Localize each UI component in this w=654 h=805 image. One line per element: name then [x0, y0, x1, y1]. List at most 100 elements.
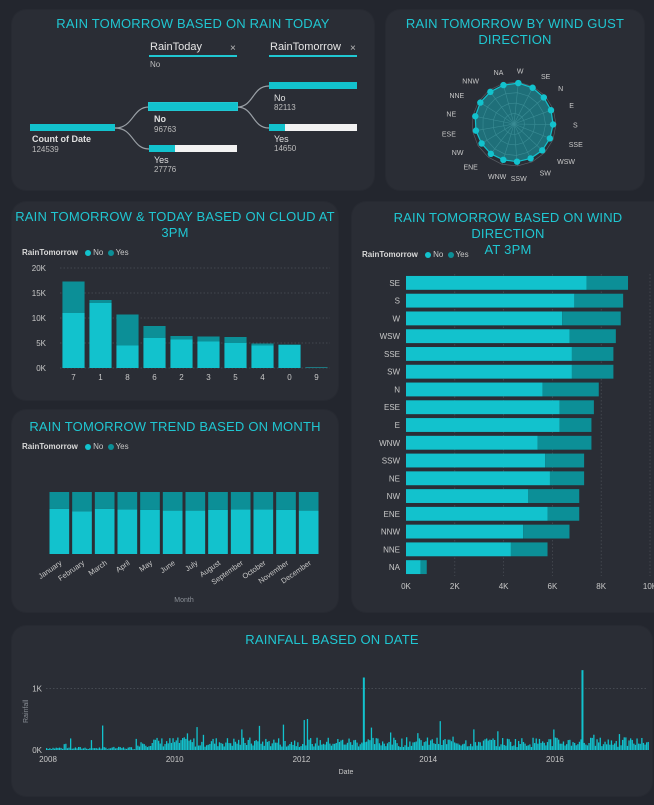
- wind3-bar-yes-e: [559, 418, 592, 432]
- rain-bar: [178, 742, 181, 750]
- radar-point-sse: [546, 135, 554, 142]
- rain-bar: [647, 741, 649, 750]
- rain-bar: [646, 742, 648, 750]
- rainfall-bar-chart: 1K 0K Rainfall 2008 2010 2012 2014 2016 Date: [23, 670, 649, 776]
- rain-bar: [105, 747, 107, 750]
- tomorrow-no-bar[interactable]: [269, 82, 357, 89]
- rain-bar: [577, 744, 579, 750]
- rain-bar: [633, 743, 635, 750]
- rain-bar: [247, 739, 249, 750]
- rain-bar: [490, 739, 493, 750]
- level1-header[interactable]: RainToday: [150, 41, 202, 53]
- rain-bar: [538, 738, 541, 750]
- radar-axis-label-na: NA: [494, 70, 504, 77]
- rain-bar: [140, 742, 142, 750]
- cloud-xtick-8: 8: [125, 373, 130, 382]
- legend-yes-label[interactable]: Yes: [455, 250, 469, 259]
- legend-no-label[interactable]: No: [93, 248, 104, 257]
- rain-bar: [281, 746, 283, 750]
- wind3-xtick-2: 4K: [499, 582, 509, 591]
- rain-bar: [148, 746, 150, 750]
- rain-xtick-2016: 2016: [546, 755, 564, 764]
- rain-bar: [230, 743, 232, 750]
- legend-yes-label[interactable]: Yes: [115, 248, 129, 257]
- cloud-ytick-4: 20K: [32, 264, 47, 273]
- month-area-yes-june: [162, 492, 183, 511]
- radar-point-ssw: [513, 158, 521, 165]
- rain-bar: [138, 746, 141, 750]
- connector-root-no: [114, 106, 150, 129]
- rain-bar: [154, 739, 157, 750]
- rain-bar: [335, 742, 337, 750]
- rain-bar: [402, 746, 405, 750]
- cloud-bar-no-6: [143, 338, 166, 368]
- month-area-no-december: [298, 510, 319, 554]
- rain-bar: [226, 738, 229, 750]
- rain-bar: [215, 738, 217, 750]
- rain-bar: [252, 745, 254, 750]
- rain-bar: [150, 745, 152, 750]
- rain-bar: [436, 737, 438, 750]
- legend-no-label[interactable]: No: [93, 442, 104, 451]
- wind-gust-title-line1: RAIN TOMORROW BY WIND GUST: [405, 16, 625, 31]
- rain-bar: [241, 729, 243, 750]
- rain-bar: [58, 747, 61, 750]
- rain-bar: [417, 733, 419, 750]
- today-yes-bar[interactable]: [149, 145, 237, 152]
- rain-bar: [553, 729, 555, 750]
- cloud-ytick-1: 5K: [36, 339, 46, 348]
- rain-bar: [598, 742, 600, 750]
- wind3-title-line1: RAIN TOMORROW BASED ON WIND DIRECTION: [393, 210, 623, 241]
- radar-spoke-13: [472, 115, 515, 125]
- rain-bar: [426, 737, 429, 750]
- rain-bar: [518, 740, 520, 750]
- rain-bar: [308, 739, 310, 750]
- tomorrow-no-value: 82113: [274, 103, 296, 112]
- today-no-bar[interactable]: [149, 103, 237, 110]
- connector-no-no: [236, 85, 270, 108]
- close-icon[interactable]: ×: [230, 43, 236, 54]
- rain-bar: [287, 745, 289, 750]
- tomorrow-yes-bar[interactable]: [269, 124, 357, 131]
- cloud-xtick-0: 0: [287, 373, 292, 382]
- wind3-title-line2: AT 3PM: [484, 242, 532, 257]
- wind3-bar-yes-se: [586, 275, 629, 290]
- radar-point-ene: [487, 150, 495, 158]
- rain-bar: [497, 731, 499, 750]
- legend-yes-label[interactable]: Yes: [115, 442, 129, 451]
- rain-bar: [367, 739, 369, 750]
- radar-spoke-1: [513, 86, 534, 125]
- cloud-xtick-7: 7: [71, 373, 76, 382]
- close-icon[interactable]: ×: [350, 43, 356, 54]
- legend-no-label[interactable]: No: [433, 250, 444, 259]
- rain-bar: [106, 749, 109, 750]
- wind3-ytick-w: W: [392, 314, 400, 323]
- rain-bar: [390, 732, 392, 750]
- cloud-bar-no-8: [116, 345, 139, 368]
- level2-header[interactable]: RainTomorrow: [270, 41, 341, 53]
- cloud-bar-yes-1: [89, 300, 112, 303]
- rain-bar: [609, 744, 611, 750]
- month-area-no-august: [208, 509, 228, 554]
- wind3-bar-no-ne: [406, 471, 550, 486]
- root-bar[interactable]: [30, 124, 115, 131]
- radar-grid-ring-0: [503, 113, 525, 135]
- rain-bar: [604, 741, 606, 750]
- rain-bar: [87, 749, 89, 750]
- rain-bar: [641, 737, 643, 750]
- rain-bar: [116, 748, 118, 750]
- month-area-yes-december: [298, 492, 319, 511]
- rain-bar: [265, 738, 267, 750]
- rain-bar: [180, 740, 182, 750]
- rain-bar: [186, 733, 189, 750]
- rain-bar: [153, 739, 155, 750]
- rain-bar: [636, 738, 638, 750]
- rain-bar: [364, 742, 366, 750]
- rain-bar: [214, 743, 216, 750]
- radar-axis-label-wnw: WNW: [488, 174, 507, 181]
- rain-bar: [502, 738, 504, 750]
- rain-bar: [590, 737, 592, 750]
- radar-axis-label-nw: NW: [452, 150, 464, 157]
- rain-bar: [346, 742, 349, 750]
